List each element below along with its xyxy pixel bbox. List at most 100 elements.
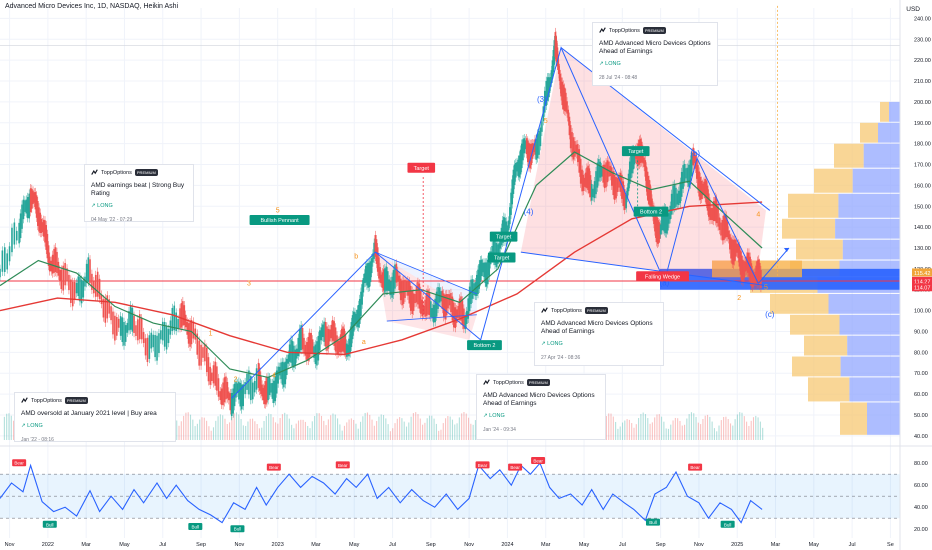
idea-card-oversold[interactable]: ToppOptions PREMIUM AMD oversold at Janua… [14, 392, 176, 443]
candle-body [679, 181, 682, 204]
candle-body [535, 138, 537, 160]
wave-label-blue: (b) [690, 149, 700, 158]
candle-body [248, 370, 250, 395]
candle-body [567, 109, 570, 122]
price-axis-tick: 220.00 [914, 58, 931, 64]
idea-date: Jan '22 - 08:16 [21, 437, 54, 443]
volume-profile-bar [790, 314, 840, 335]
volume-bar [369, 414, 371, 440]
volume-bar [463, 412, 465, 440]
candle-body [692, 147, 694, 166]
pattern-tag-bg [636, 271, 689, 282]
volume-bar [341, 430, 343, 440]
candle-body [288, 344, 291, 362]
volume-bar [426, 418, 428, 440]
candle-body [183, 305, 186, 326]
volume-profile-bar [835, 218, 900, 239]
candle-body [180, 303, 183, 328]
volume-profile-bar [842, 239, 900, 260]
candle-body [519, 149, 522, 175]
candle-body [80, 279, 83, 304]
candle-body [528, 142, 530, 168]
rsi-tag-text: Bull [192, 525, 200, 530]
volume-bar [229, 422, 231, 440]
volume-bar [403, 421, 405, 440]
candle-body [266, 377, 268, 403]
candle-body [104, 298, 107, 323]
rsi-divergence-tag: Bear [335, 461, 350, 469]
candle-body [516, 162, 518, 172]
volume-bar [394, 423, 396, 440]
candle-body [389, 281, 392, 296]
candle-body [304, 344, 307, 356]
candle-body [621, 174, 623, 199]
volume-bar [6, 413, 8, 440]
pattern-tag: Target [621, 146, 650, 157]
candle-body [688, 164, 690, 187]
volume-bar [247, 421, 249, 440]
volume-bar [343, 425, 346, 440]
candle-body [29, 188, 32, 213]
candle-body [571, 132, 573, 158]
price-axis-tick: 60.00 [914, 392, 928, 398]
pattern-tag-text: Target [496, 235, 512, 241]
candle-body [642, 148, 644, 164]
volume-bar [332, 413, 334, 440]
candle-body [374, 235, 377, 257]
pattern-tag: Target [487, 252, 516, 263]
candle-body [409, 285, 412, 311]
candle-body [98, 278, 101, 299]
volume-bar [716, 431, 718, 440]
volume-bar [261, 427, 263, 440]
candle-body [392, 270, 395, 295]
candle-body [421, 299, 424, 317]
candle-body [408, 281, 411, 304]
candle-body [510, 192, 512, 215]
volume-bar [612, 416, 614, 440]
time-axis-tick: 2023 [272, 542, 284, 548]
candle-body [704, 178, 706, 199]
idea-date: 28 Jul '24 - 08:48 [599, 75, 638, 81]
price-tag-bg [912, 276, 932, 285]
candle-body [658, 223, 661, 239]
candle-body [370, 258, 373, 274]
idea-card-options-jan[interactable]: ToppOptions PREMIUM AMD Advanced Micro De… [476, 374, 606, 440]
candle-body [507, 220, 510, 231]
candle-body [388, 279, 391, 292]
volume-bar [330, 415, 332, 440]
candle-body [270, 383, 272, 393]
candle-body [6, 253, 8, 270]
rsi-divergence-tag: Bull [645, 518, 660, 526]
volume-bar [734, 419, 736, 440]
volume-bar [651, 422, 653, 440]
rsi-divergence-tag: Bear [688, 463, 703, 471]
idea-card-options-apr[interactable]: ToppOptions PREMIUM AMD Advanced Micro De… [534, 302, 664, 366]
idea-card-options-jul[interactable]: ToppOptions PREMIUM AMD Advanced Micro De… [592, 22, 718, 86]
candle-body [271, 383, 274, 399]
rsi-divergence-tag: Bear [266, 463, 281, 471]
rsi-tag-text: Bear [478, 463, 488, 468]
candle-body [657, 222, 660, 243]
candle-body [600, 167, 603, 177]
volume-bar [729, 423, 732, 440]
candle-body [404, 279, 406, 298]
volume-profile-bar [838, 193, 900, 218]
volume-bar [392, 428, 394, 440]
candle-body [262, 387, 265, 401]
candle-body [82, 280, 85, 298]
candle-body [650, 190, 652, 207]
candle-body [665, 210, 668, 234]
candle-body [246, 373, 248, 390]
volume-profile-bar [814, 168, 853, 193]
candle-body [593, 181, 596, 199]
volume-bar [385, 418, 387, 440]
volume-bar [314, 416, 316, 440]
volume-bar [433, 418, 435, 440]
idea-card-earnings-beat[interactable]: ToppOptions PREMIUM AMD earnings beat | S… [84, 164, 194, 223]
candle-body [364, 265, 367, 283]
volume-bar [748, 425, 750, 440]
candle-body [268, 377, 271, 396]
volume-bar [210, 430, 212, 440]
candle-body [740, 255, 743, 281]
